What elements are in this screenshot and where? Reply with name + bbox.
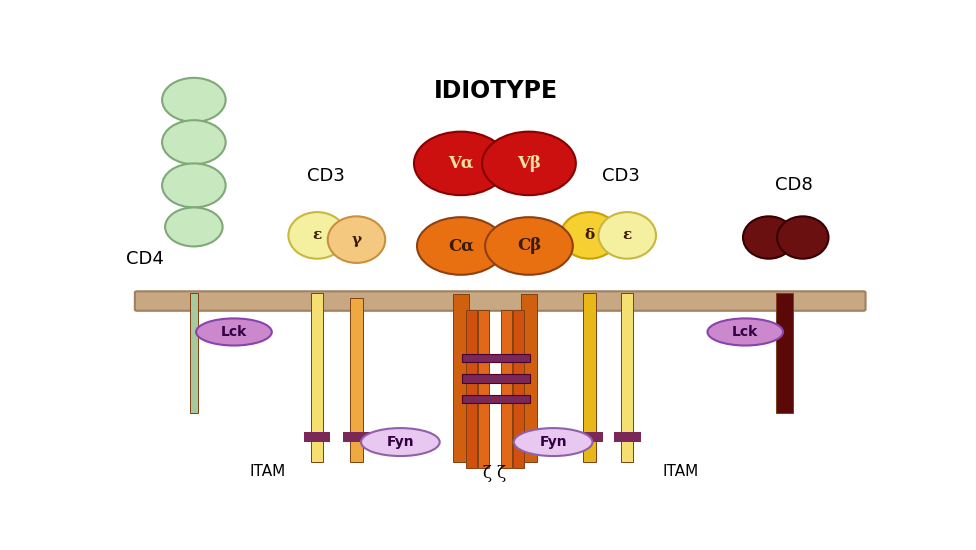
Ellipse shape (708, 318, 783, 345)
Text: Fyn: Fyn (540, 435, 567, 449)
Ellipse shape (196, 318, 271, 345)
Bar (453, 294, 469, 462)
Bar (463, 354, 531, 362)
Text: γ: γ (351, 233, 361, 246)
Text: ε: ε (312, 228, 322, 243)
Text: Cβ: Cβ (517, 238, 541, 255)
Text: ITAM: ITAM (662, 464, 699, 479)
Ellipse shape (777, 216, 829, 258)
Ellipse shape (361, 428, 439, 456)
Text: CD4: CD4 (126, 250, 164, 268)
Ellipse shape (513, 428, 592, 456)
Bar (350, 298, 362, 462)
Bar (463, 395, 531, 403)
Bar (478, 310, 489, 469)
Bar (520, 294, 537, 462)
Text: Lck: Lck (221, 325, 247, 339)
Bar (513, 310, 524, 469)
Ellipse shape (328, 216, 386, 263)
Ellipse shape (165, 207, 223, 246)
Text: ITAM: ITAM (249, 464, 285, 479)
Ellipse shape (598, 212, 656, 258)
Ellipse shape (482, 131, 576, 195)
Bar (501, 310, 511, 469)
Text: Fyn: Fyn (386, 435, 414, 449)
Text: Vβ: Vβ (517, 155, 541, 172)
Text: CD3: CD3 (307, 167, 346, 185)
Text: CD8: CD8 (775, 175, 813, 194)
Text: Vα: Vα (448, 155, 473, 172)
Ellipse shape (162, 163, 225, 207)
Bar (621, 293, 633, 462)
FancyBboxPatch shape (135, 292, 866, 311)
Ellipse shape (414, 131, 508, 195)
Text: δ: δ (585, 228, 594, 243)
Ellipse shape (485, 217, 573, 275)
Text: ζ ζ: ζ ζ (483, 465, 507, 482)
Text: ε: ε (623, 228, 631, 243)
Bar (614, 432, 640, 442)
Ellipse shape (162, 78, 225, 122)
Text: IDIOTYPE: IDIOTYPE (434, 79, 558, 103)
Bar (311, 293, 323, 462)
Text: Lck: Lck (732, 325, 758, 339)
Ellipse shape (560, 212, 618, 258)
Bar (776, 293, 793, 413)
Ellipse shape (743, 216, 794, 258)
Text: Cα: Cα (448, 238, 474, 255)
Text: CD3: CD3 (602, 167, 640, 185)
Bar (584, 293, 595, 462)
Bar (576, 432, 603, 442)
Bar (344, 432, 370, 442)
Ellipse shape (417, 217, 505, 275)
Bar (304, 432, 331, 442)
Ellipse shape (289, 212, 346, 258)
Bar (190, 293, 197, 413)
Ellipse shape (162, 120, 225, 164)
Bar (463, 375, 531, 383)
Bar (467, 310, 476, 469)
